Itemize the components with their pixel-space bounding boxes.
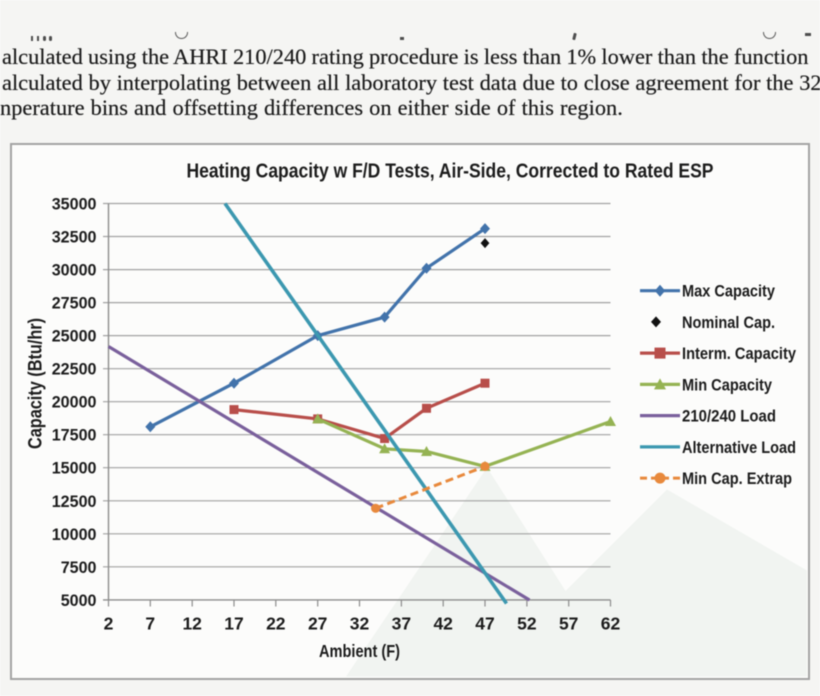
- svg-text:25000: 25000: [52, 327, 97, 345]
- svg-text:62: 62: [601, 613, 621, 633]
- svg-text:32: 32: [350, 613, 370, 633]
- svg-text:Min Capacity: Min Capacity: [682, 375, 772, 394]
- svg-text:27: 27: [308, 613, 327, 633]
- svg-text:7: 7: [145, 613, 155, 633]
- svg-text:210/240 Load: 210/240 Load: [682, 406, 776, 425]
- svg-text:42: 42: [433, 613, 453, 633]
- svg-text:22500: 22500: [52, 360, 97, 378]
- svg-text:30000: 30000: [52, 261, 97, 279]
- svg-text:7500: 7500: [61, 558, 97, 576]
- svg-text:15000: 15000: [52, 459, 97, 477]
- svg-text:12500: 12500: [52, 492, 97, 510]
- svg-text:Nominal Cap.: Nominal Cap.: [682, 313, 775, 332]
- svg-text:35000: 35000: [52, 195, 97, 213]
- svg-text:52: 52: [517, 613, 537, 633]
- svg-text:5000: 5000: [61, 591, 97, 609]
- svg-text:Heating Capacity w F/D Tests,: Heating Capacity w F/D Tests, Air-Side, …: [187, 160, 714, 182]
- svg-text:2: 2: [104, 613, 114, 633]
- svg-text:57: 57: [559, 613, 578, 633]
- svg-text:Alternative Load: Alternative Load: [682, 437, 796, 456]
- svg-text:22: 22: [266, 613, 286, 633]
- svg-text:Ambient (F): Ambient (F): [319, 641, 400, 661]
- svg-text:Max Capacity: Max Capacity: [682, 281, 775, 300]
- svg-text:10000: 10000: [52, 525, 97, 543]
- svg-text:17: 17: [224, 613, 243, 633]
- svg-text:Capacity (Btu/hr): Capacity (Btu/hr): [26, 318, 47, 449]
- svg-text:47: 47: [475, 613, 494, 633]
- svg-text:Min Cap. Extrap: Min Cap. Extrap: [682, 469, 792, 488]
- svg-text:32500: 32500: [52, 228, 97, 246]
- svg-text:27500: 27500: [52, 294, 97, 312]
- svg-text:12: 12: [182, 613, 202, 633]
- svg-text:20000: 20000: [52, 393, 97, 411]
- svg-text:37: 37: [392, 613, 411, 633]
- svg-text:Interm. Capacity: Interm. Capacity: [682, 344, 796, 363]
- svg-text:17500: 17500: [52, 426, 97, 444]
